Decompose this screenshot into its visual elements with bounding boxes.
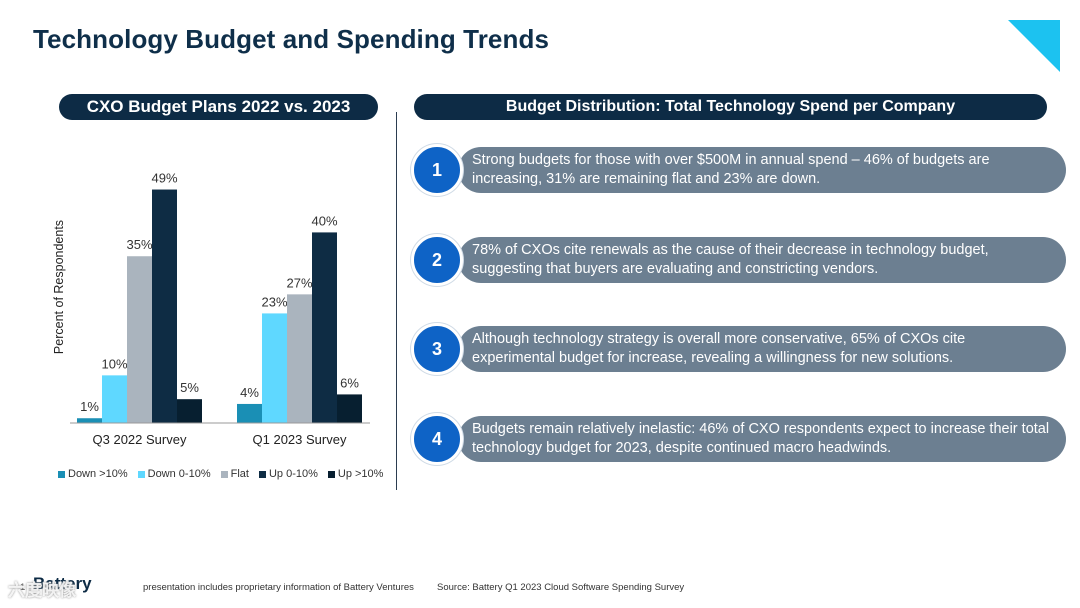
bar-up-10--0 xyxy=(177,399,202,423)
bar-flat-0 xyxy=(127,256,152,423)
legend-swatch xyxy=(137,470,145,478)
bar-down-10--0 xyxy=(77,418,102,423)
budget-bar-chart: Percent of Respondents 1% 4% 10% 23% 35% 27% 49… xyxy=(52,171,370,447)
legend-item: Up >10% xyxy=(327,468,384,480)
key-point-number-badge: 4 xyxy=(411,413,463,465)
y-axis-label: Percent of Respondents xyxy=(52,220,66,354)
legend-label: Down >10% xyxy=(68,468,128,480)
footer-source: Source: Battery Q1 2023 Cloud Software S… xyxy=(437,582,685,593)
footer-disclaimer: presentation includes proprietary inform… xyxy=(143,582,414,593)
bar-value-label: 35% xyxy=(126,237,152,252)
key-point-number-badge: 2 xyxy=(411,234,463,286)
bar-up-0-10--0 xyxy=(152,189,177,423)
battery-logo: Battery xyxy=(33,574,92,593)
legend-swatch xyxy=(258,470,266,478)
slide-title: Technology Budget and Spending Trends xyxy=(33,24,550,54)
corner-accent-triangle xyxy=(1008,20,1060,72)
x-tick-label: Q1 2023 Survey xyxy=(253,432,347,447)
bar-value-label: 1% xyxy=(80,399,99,414)
legend-label: Up >10% xyxy=(337,468,384,480)
bar-down-0-10--1 xyxy=(262,313,287,423)
legend-item: Up 0-10% xyxy=(258,468,318,480)
key-point-text: 78% of CXOs cite renewals as the cause o… xyxy=(472,242,989,277)
bar-up-0-10--1 xyxy=(312,232,337,423)
bar-value-label: 4% xyxy=(240,385,259,400)
key-point-text: Budgets remain relatively inelastic: 46%… xyxy=(472,421,1050,456)
bar-value-label: 6% xyxy=(340,375,359,390)
key-point-1: Strong budgets for those with over $500M… xyxy=(458,147,1066,193)
legend-item: Down >10% xyxy=(58,468,128,480)
key-point-3: Although technology strategy is overall … xyxy=(458,326,1066,372)
bar-value-label: 10% xyxy=(101,356,127,371)
distribution-panel-header: Budget Distribution: Total Technology Sp… xyxy=(414,94,1047,120)
legend-item: Flat xyxy=(220,468,249,480)
bar-value-label: 23% xyxy=(261,294,287,309)
legend-label: Up 0-10% xyxy=(268,468,318,480)
bar-value-label: 5% xyxy=(180,380,199,395)
bar-value-label: 27% xyxy=(286,275,312,290)
key-point-text: Although technology strategy is overall … xyxy=(472,331,966,366)
key-point-number-badge: 3 xyxy=(411,323,463,375)
legend-swatch xyxy=(327,470,335,478)
x-tick-label: Q3 2022 Survey xyxy=(93,432,187,447)
page-number: 1 xyxy=(20,582,26,593)
chart-panel-header: CXO Budget Plans 2022 vs. 2023 xyxy=(59,94,378,120)
watermark: 六度映像 xyxy=(8,581,76,600)
bar-flat-1 xyxy=(287,294,312,423)
key-point-4: Budgets remain relatively inelastic: 46%… xyxy=(458,416,1066,462)
key-point-number-badge: 1 xyxy=(411,144,463,196)
bar-value-label: 49% xyxy=(151,171,177,186)
legend-label: Down 0-10% xyxy=(147,468,211,480)
legend-item: Down 0-10% xyxy=(137,468,211,480)
bar-value-label: 40% xyxy=(311,213,337,228)
bar-down-10--1 xyxy=(237,403,262,423)
key-point-2: 78% of CXOs cite renewals as the cause o… xyxy=(458,237,1066,283)
bar-up-10--1 xyxy=(337,394,362,423)
chart-legend: Down >10% Down 0-10% Flat Up 0-10% Up >10% xyxy=(58,468,383,480)
legend-swatch xyxy=(220,470,228,478)
bar-down-0-10--0 xyxy=(102,375,127,423)
key-point-text: Strong budgets for those with over $500M… xyxy=(472,152,990,187)
legend-label: Flat xyxy=(230,468,249,480)
panel-divider xyxy=(396,112,397,490)
legend-swatch xyxy=(58,470,65,478)
